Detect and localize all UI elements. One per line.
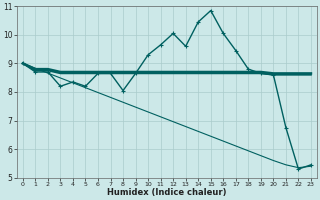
X-axis label: Humidex (Indice chaleur): Humidex (Indice chaleur) xyxy=(107,188,227,197)
